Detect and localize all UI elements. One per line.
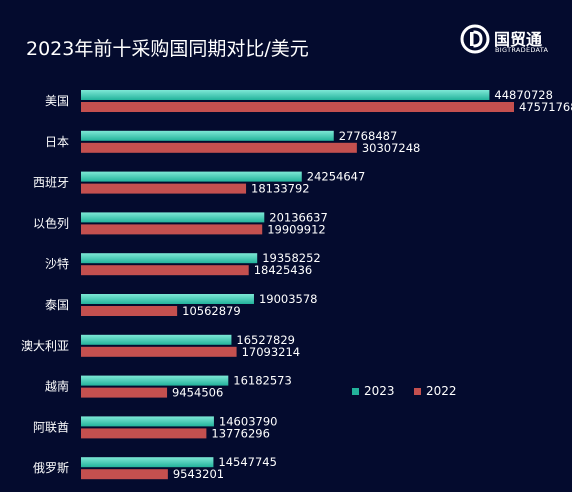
category-label: 越南	[45, 379, 69, 394]
data-label-2023: 19003578	[259, 292, 318, 306]
bar-2022	[81, 142, 357, 153]
data-label-2022: 19909912	[267, 222, 326, 236]
data-label-2023: 24254647	[307, 170, 366, 184]
category-label: 日本	[45, 135, 69, 149]
bar-2022	[81, 346, 237, 357]
category-label: 俄罗斯	[33, 461, 69, 475]
chart-title: 2023年前十采购国同期对比/美元	[26, 38, 309, 60]
category-label: 沙特	[45, 256, 69, 271]
bar-2023	[81, 334, 232, 345]
data-label-2023: 14603790	[219, 414, 278, 428]
bar-2023	[81, 130, 334, 141]
data-label-2023: 16527829	[236, 333, 295, 347]
bar-2023	[81, 212, 265, 223]
legend-label-2022: 2022	[426, 384, 457, 398]
brand-logo: 国贸通 BIGTRADEDATA	[460, 24, 564, 58]
data-label-2023: 16182573	[233, 374, 292, 388]
data-label-2022: 47571768	[519, 100, 572, 114]
bar-2023	[81, 253, 258, 264]
data-label-2022: 9543201	[173, 467, 224, 481]
data-label-2022: 13776296	[211, 426, 270, 440]
category-label: 澳大利亚	[21, 339, 69, 353]
legend-swatch-2022	[414, 387, 421, 395]
legend-label-2023: 2023	[364, 384, 395, 398]
data-label-2022: 9454506	[172, 386, 223, 400]
bar-2022	[81, 469, 168, 480]
bar-2023	[81, 375, 229, 386]
category-label: 西班牙	[33, 176, 69, 190]
bar-2022	[81, 306, 178, 316]
bar-2022	[81, 224, 263, 235]
bar-2023	[81, 171, 302, 182]
legend-swatch-2023	[352, 387, 359, 395]
data-label-2022: 10562879	[182, 304, 241, 318]
data-label-2022: 17093214	[242, 345, 301, 359]
legend-item-2022: 2022	[414, 384, 457, 398]
data-label-2022: 30307248	[362, 141, 421, 155]
bar-2023	[81, 294, 254, 304]
logo-subtitle: BIGTRADEDATA	[495, 46, 549, 54]
category-label: 泰国	[45, 298, 69, 312]
bar-2022	[81, 428, 207, 439]
bar-2022	[81, 265, 249, 276]
bar-2022	[81, 102, 514, 112]
data-label-2023: 14547745	[218, 455, 277, 469]
data-label-2023: 20136637	[269, 210, 328, 224]
data-label-2022: 18425436	[254, 263, 313, 277]
legend-item-2023: 2023	[352, 384, 395, 398]
category-label: 以色列	[33, 216, 69, 230]
data-label-2023: 44870728	[494, 88, 553, 102]
data-label-2023: 19358252	[262, 251, 321, 265]
category-label: 美国	[45, 94, 69, 108]
data-label-2023: 27768487	[339, 129, 398, 143]
bar-2023	[81, 416, 214, 427]
bar-2022	[81, 183, 247, 194]
logo-icon	[460, 24, 490, 54]
bar-2023	[81, 90, 490, 100]
bar-2023	[81, 457, 214, 468]
bar-2022	[81, 387, 168, 398]
logo-name: 国贸通	[494, 30, 543, 49]
category-label: 阿联酋	[33, 419, 69, 434]
data-label-2022: 18133792	[251, 182, 310, 196]
